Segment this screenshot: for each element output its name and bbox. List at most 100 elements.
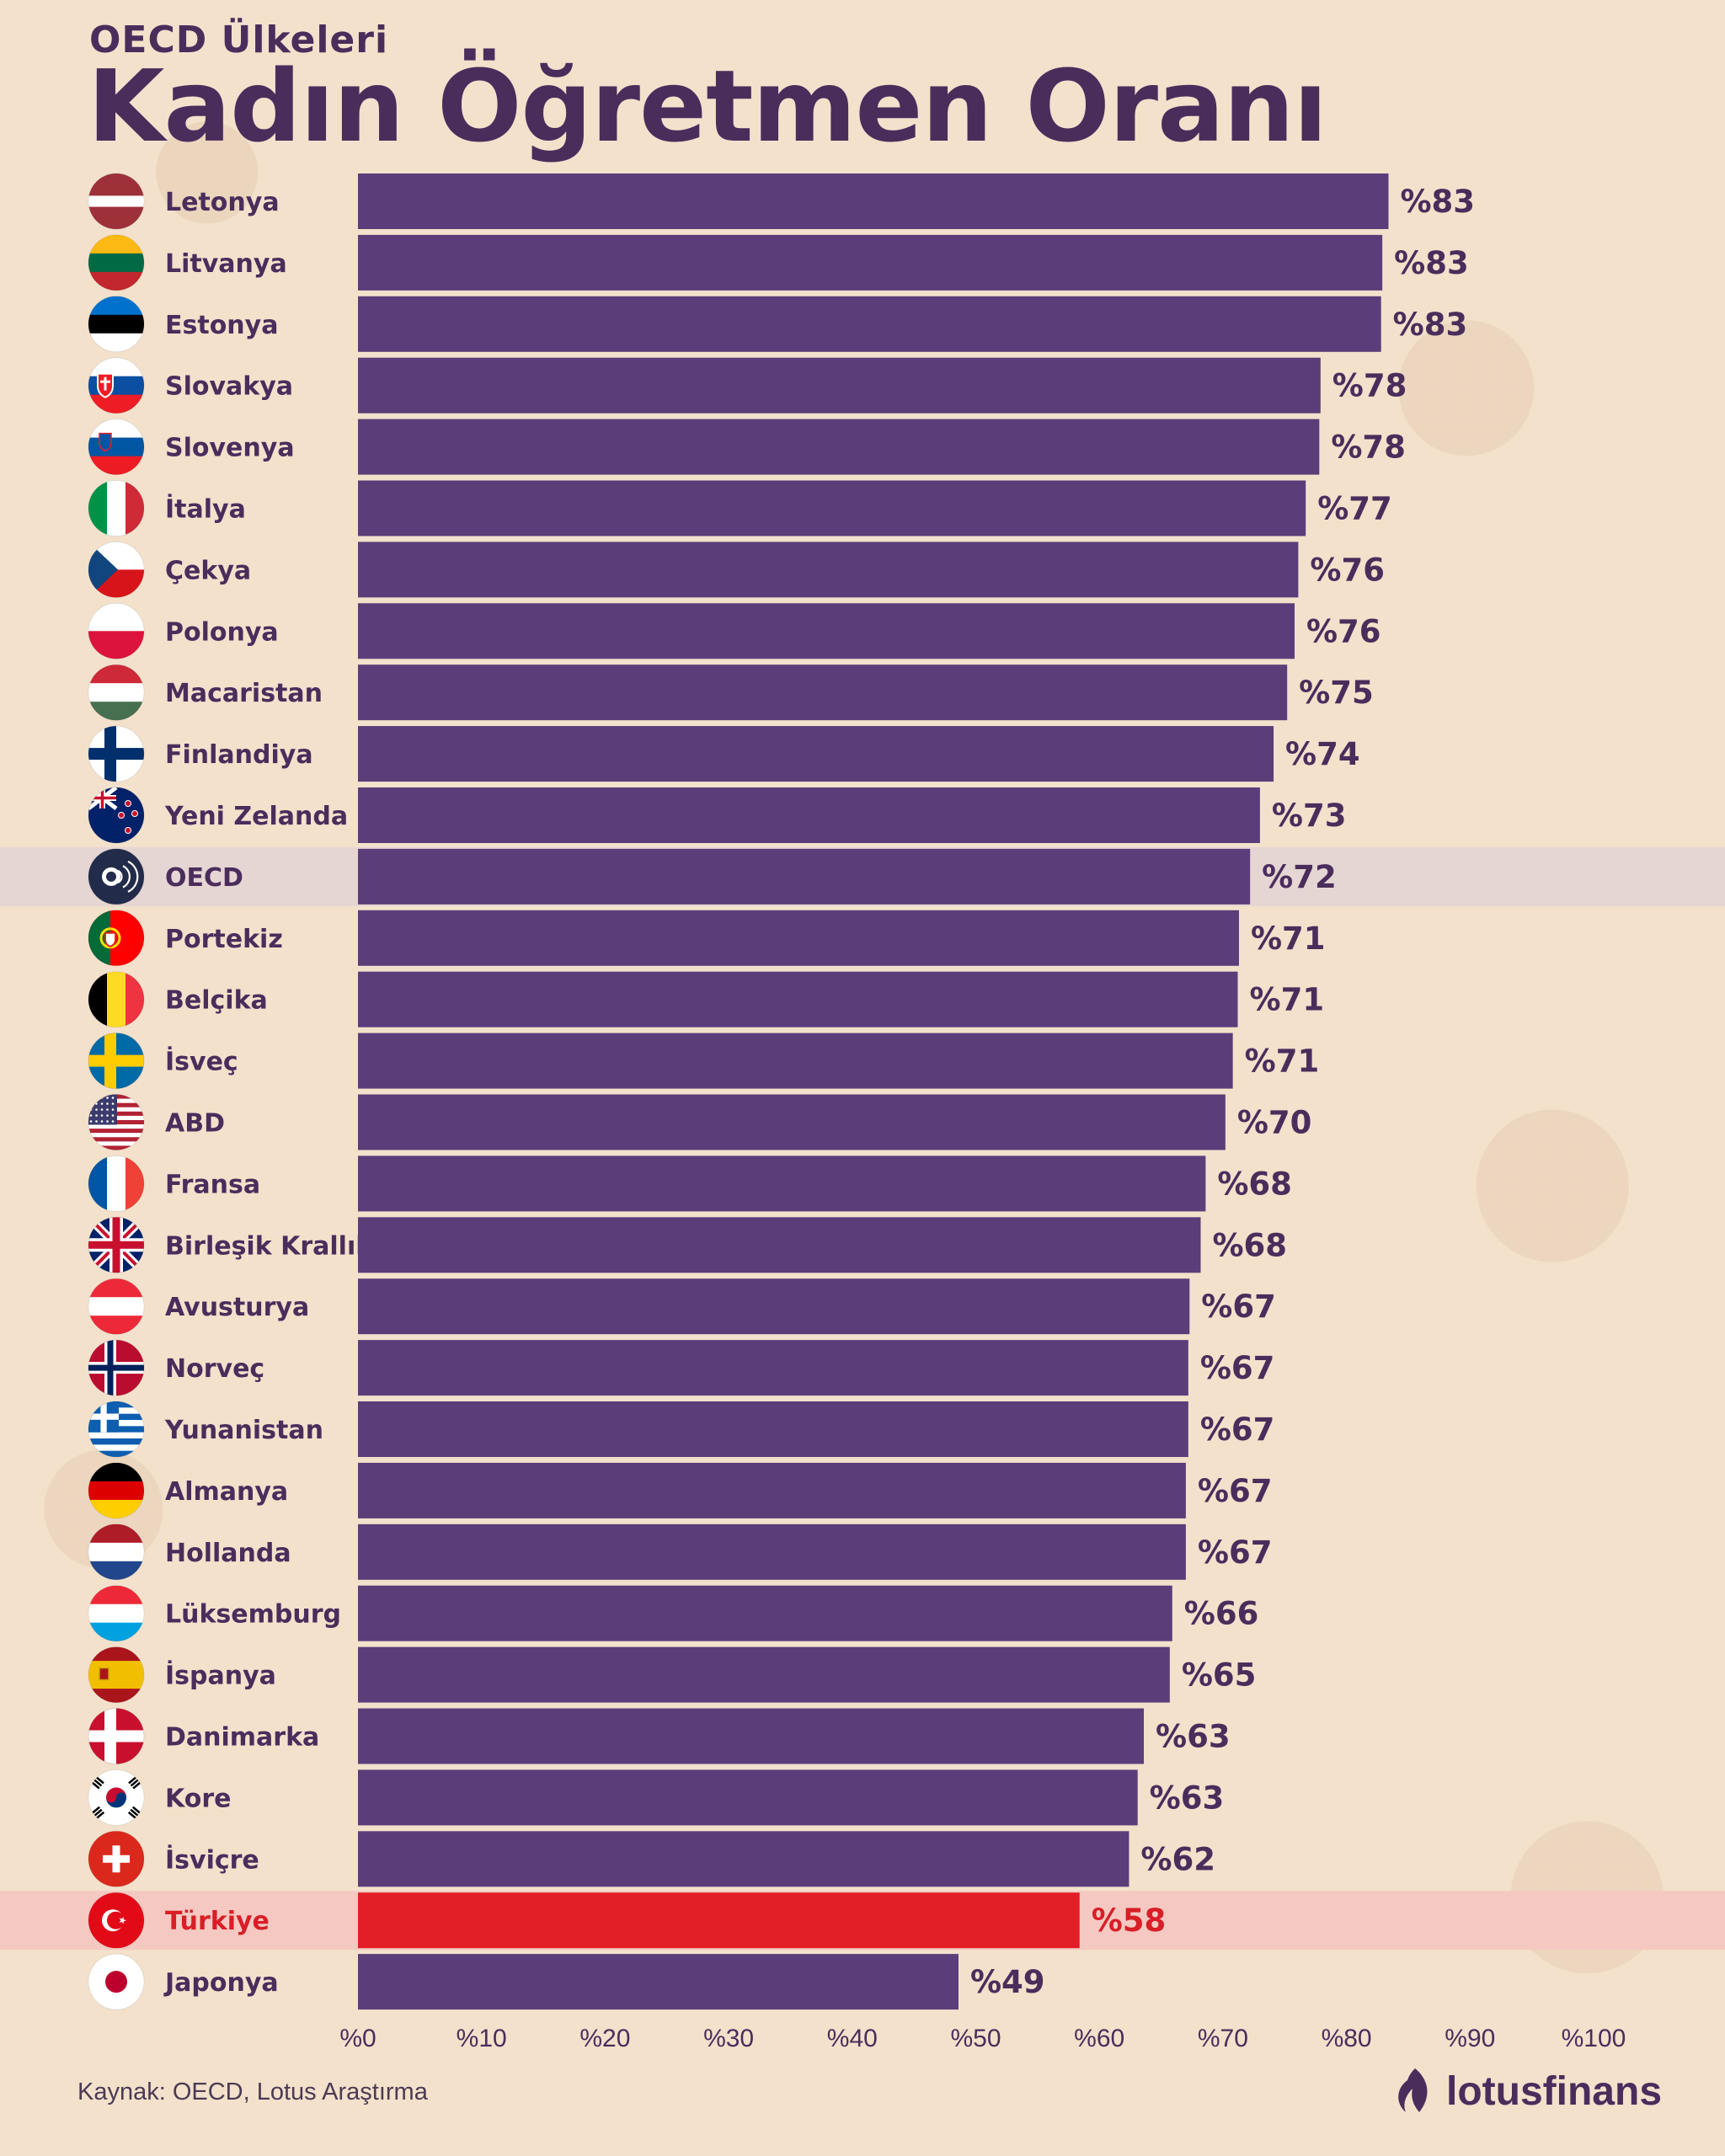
chart-title: Kadın Öğretmen Oranı	[88, 48, 1327, 164]
bar	[358, 726, 1274, 782]
bar	[358, 1462, 1186, 1518]
bar	[358, 1831, 1130, 1887]
bar	[358, 1585, 1172, 1641]
country-label: OECD	[165, 863, 243, 893]
country-label: Danimarka	[165, 1723, 319, 1753]
x-tick-label: %40	[827, 2025, 878, 2052]
x-tick-label: %80	[1322, 2025, 1372, 2052]
bar	[358, 1217, 1201, 1273]
value-label: %63	[1156, 1719, 1231, 1755]
france-flag-icon	[88, 1155, 145, 1212]
bar	[358, 357, 1321, 414]
x-tick-label: %50	[950, 2025, 1001, 2052]
spain-flag-icon	[88, 1646, 145, 1704]
japan-flag-icon	[88, 1953, 145, 2010]
x-tick-label: %10	[457, 2025, 507, 2052]
austria-flag-icon	[88, 1278, 145, 1335]
bar	[358, 1524, 1186, 1580]
bar	[358, 419, 1320, 475]
value-label: %68	[1217, 1166, 1292, 1202]
poland-flag-icon	[88, 602, 145, 659]
norway-flag-icon	[88, 1339, 145, 1396]
country-label: Slovenya	[165, 434, 295, 463]
slovenia-flag-icon	[88, 419, 145, 476]
turkey-flag-icon	[88, 1892, 145, 1949]
value-label: %76	[1306, 613, 1381, 649]
x-tick-label: %100	[1562, 2025, 1626, 2052]
bar	[358, 1033, 1233, 1089]
bar	[358, 1155, 1206, 1212]
country-label: Fransa	[165, 1170, 260, 1199]
germany-flag-icon	[88, 1462, 145, 1519]
country-label: ABD	[165, 1109, 225, 1139]
country-label: Estonya	[165, 311, 278, 340]
value-label: %58	[1092, 1903, 1167, 1939]
value-label: %62	[1140, 1841, 1215, 1877]
x-tick-label: %90	[1445, 2025, 1495, 2052]
bar	[358, 1094, 1226, 1150]
country-label: Yeni Zelanda	[164, 802, 348, 831]
finland-flag-icon	[88, 725, 145, 782]
belgium-flag-icon	[88, 971, 145, 1028]
bar	[358, 664, 1288, 721]
lotus-leaf-icon	[1398, 2068, 1428, 2112]
value-label: %77	[1317, 491, 1392, 527]
value-label: %67	[1200, 1350, 1275, 1386]
new-zealand-flag-icon	[88, 787, 145, 844]
value-label: %65	[1182, 1657, 1257, 1694]
luxembourg-flag-icon	[88, 1585, 145, 1642]
value-label: %67	[1201, 1289, 1276, 1325]
uk-flag-icon	[88, 1216, 145, 1273]
value-label: %67	[1198, 1473, 1273, 1509]
value-label: %83	[1394, 245, 1469, 281]
value-label: %49	[970, 1964, 1045, 2000]
source-note: Kaynak: OECD, Lotus Araştırma	[77, 2079, 428, 2105]
x-tick-label: %60	[1074, 2025, 1124, 2052]
value-label: %63	[1150, 1780, 1225, 1816]
bar	[358, 848, 1251, 905]
value-label: %74	[1285, 736, 1360, 772]
value-label: %67	[1198, 1534, 1273, 1571]
bar	[358, 1401, 1188, 1457]
bar	[358, 603, 1295, 659]
value-label: %66	[1184, 1596, 1259, 1632]
country-label: Almanya	[165, 1477, 288, 1507]
value-label: %76	[1310, 552, 1385, 588]
hungary-flag-icon	[88, 664, 145, 721]
bar	[358, 1708, 1145, 1764]
country-label: İspanya	[165, 1661, 276, 1691]
brand-logo: lotusfinans	[1394, 2062, 1662, 2121]
oecd-logo-icon	[88, 848, 145, 905]
x-tick-label: %70	[1198, 2025, 1248, 2052]
italy-flag-icon	[88, 480, 145, 536]
country-label: Japonya	[163, 1968, 279, 1998]
slovakia-flag-icon	[88, 357, 145, 414]
country-label: Finlandiya	[165, 740, 313, 770]
bar	[358, 787, 1260, 843]
country-label: Kore	[165, 1784, 231, 1813]
x-tick-label: %20	[579, 2025, 630, 2052]
country-label: Hollanda	[165, 1539, 291, 1568]
bar	[358, 1892, 1080, 1949]
korea-flag-icon	[88, 1769, 145, 1826]
netherlands-flag-icon	[88, 1524, 145, 1581]
sweden-flag-icon	[88, 1033, 145, 1090]
bar	[358, 1278, 1190, 1335]
value-label: %67	[1200, 1412, 1275, 1448]
country-label: Lüksemburg	[165, 1600, 341, 1630]
bar	[358, 1340, 1188, 1396]
bar	[358, 910, 1239, 966]
country-label: İtalya	[165, 494, 246, 525]
country-label: Macaristan	[165, 679, 323, 708]
brand-name: lotusfinans	[1446, 2068, 1663, 2114]
chart-subtitle: OECD Ülkeleri	[89, 19, 389, 61]
value-label: %83	[1393, 307, 1468, 343]
country-label: Polonya	[165, 617, 279, 647]
bar	[358, 296, 1381, 352]
bar	[358, 1954, 959, 2010]
bar	[358, 234, 1383, 291]
value-label: %78	[1332, 368, 1407, 404]
value-label: %71	[1250, 982, 1325, 1018]
latvia-flag-icon	[88, 173, 145, 230]
country-label: Slovakya	[165, 372, 293, 402]
